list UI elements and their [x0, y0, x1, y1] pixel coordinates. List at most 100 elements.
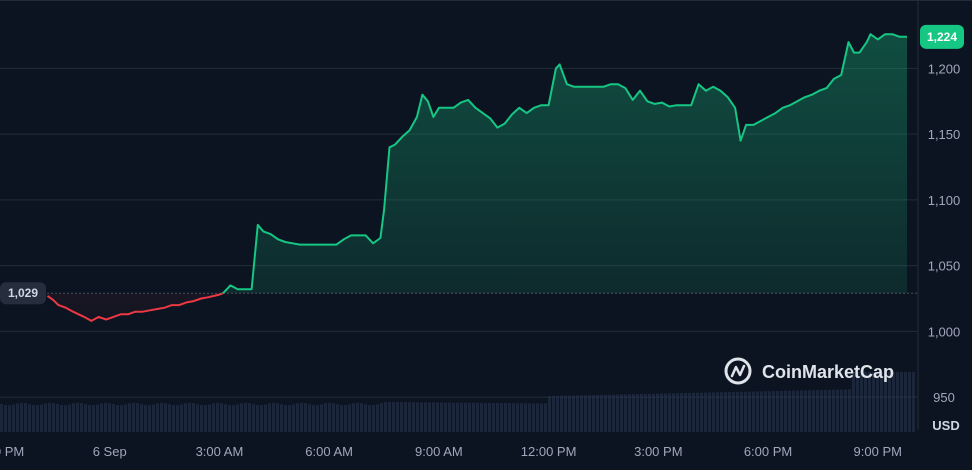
volume-bar	[740, 391, 743, 432]
volume-bar	[204, 405, 207, 432]
y-tick-label: 950	[933, 390, 955, 405]
volume-bar	[276, 403, 279, 432]
volume-bar	[656, 393, 659, 432]
y-tick-label: 1,100	[928, 193, 961, 208]
volume-bar	[48, 402, 51, 432]
volume-bar	[240, 403, 243, 432]
volume-bar	[456, 402, 459, 432]
x-tick-label: 6:00 AM	[305, 444, 353, 459]
volume-bar	[812, 390, 815, 432]
volume-bar	[600, 394, 603, 432]
volume-bar	[508, 403, 511, 432]
volume-bar	[888, 372, 891, 432]
volume-bar	[724, 392, 727, 432]
volume-bar	[220, 403, 223, 432]
coinmarketcap-watermark: CoinMarketCap	[724, 357, 894, 385]
down-area-fill	[47, 293, 223, 321]
volume-bar	[892, 372, 895, 432]
volume-bar	[424, 402, 427, 432]
volume-bar	[568, 395, 571, 432]
volume-bar	[672, 393, 675, 432]
volume-bar	[12, 404, 15, 432]
volume-bar	[16, 403, 19, 432]
volume-bar	[872, 372, 875, 432]
volume-bar	[408, 402, 411, 432]
volume-bar	[348, 404, 351, 432]
volume-bar	[96, 404, 99, 432]
volume-bar	[612, 394, 615, 432]
price-area	[47, 34, 907, 321]
volume-bar	[728, 392, 731, 432]
coinmarketcap-wordmark: CoinMarketCap	[762, 362, 894, 382]
volume-bar	[164, 403, 167, 432]
volume-bar	[864, 372, 867, 432]
volume-bar	[804, 390, 807, 432]
x-tick-label: 9:00 PM	[0, 444, 24, 459]
y-tick-label: 1,050	[928, 259, 961, 274]
volume-bar	[512, 403, 515, 432]
volume-bar	[492, 402, 495, 432]
volume-bar	[260, 405, 263, 432]
volume-bar	[172, 405, 175, 432]
volume-bar	[708, 392, 711, 432]
volume-bar	[392, 402, 395, 432]
volume-bar	[212, 403, 215, 432]
volume-bar	[376, 404, 379, 432]
volume-bar	[440, 402, 443, 432]
currency-unit-label: USD	[932, 418, 959, 433]
volume-bar	[668, 393, 671, 432]
last-price-badge: 1,224	[920, 24, 964, 49]
volume-bar	[340, 405, 343, 432]
volume-bar	[640, 393, 643, 432]
volume-bar	[824, 389, 827, 432]
volume-bar	[608, 394, 611, 432]
volume-bar	[116, 405, 119, 432]
volume-bar	[736, 391, 739, 432]
volume-bar	[64, 405, 67, 432]
volume-bar	[360, 403, 363, 432]
volume-bar	[748, 391, 751, 432]
volume-bar	[596, 394, 599, 432]
up-area-fill	[222, 34, 907, 294]
volume-bar	[104, 402, 107, 432]
volume-bar	[880, 372, 883, 432]
volume-bar	[560, 395, 563, 432]
volume-bar	[588, 395, 591, 432]
volume-bar	[468, 402, 471, 432]
volume-bar	[180, 404, 183, 432]
x-tick-label: 9:00 PM	[854, 444, 902, 459]
volume-bar	[428, 402, 431, 432]
volume-bar	[592, 395, 595, 432]
volume-bar	[544, 403, 547, 432]
volume-bar	[852, 372, 855, 432]
volume-bar	[328, 402, 331, 432]
volume-bar	[152, 404, 155, 432]
volume-bar	[288, 405, 291, 432]
y-tick-label: 1,000	[928, 324, 961, 339]
volume-bar	[4, 404, 7, 432]
volume-bar	[696, 392, 699, 432]
volume-bar	[192, 403, 195, 432]
volume-bar	[552, 395, 555, 432]
volume-bar	[388, 402, 391, 432]
volume-bar	[716, 392, 719, 432]
volume-bar	[56, 404, 59, 432]
volume-bar	[184, 403, 187, 432]
volume-bar	[832, 389, 835, 432]
volume-bar	[800, 390, 803, 432]
volume-bar	[140, 404, 143, 432]
volume-bar	[844, 389, 847, 432]
volume-bar	[652, 393, 655, 432]
volume-bar	[248, 403, 251, 432]
volume-bar	[516, 403, 519, 432]
volume-bar	[660, 393, 663, 432]
volume-bar	[780, 390, 783, 432]
volume-bar	[732, 391, 735, 432]
volume-bar	[228, 405, 231, 432]
volume-bar	[884, 372, 887, 432]
volume-bar	[216, 402, 219, 432]
volume-bar	[232, 405, 235, 432]
x-tick-label: 9:00 AM	[415, 444, 463, 459]
volume-bar	[896, 372, 899, 432]
